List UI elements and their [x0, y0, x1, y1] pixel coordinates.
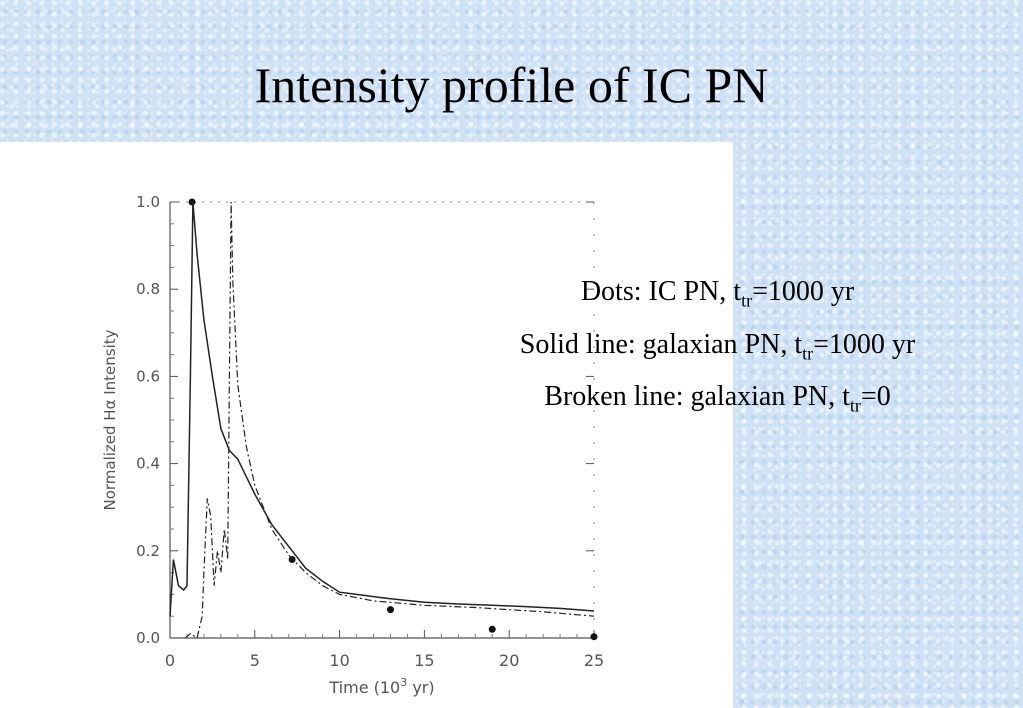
legend-dots: Dots: IC PN, ttr=1000 yr	[445, 270, 990, 323]
legend-solid-prefix: Solid line: galaxian PN, t	[519, 328, 803, 360]
y-tick-label: 0.8	[136, 280, 160, 298]
intensity-chart: 0 5 10 15 20 25 0.0 0.2 0.4 0.6 0.8 1.0 Time (103 yr…	[101, 193, 604, 697]
series-line-solid	[169, 201, 595, 617]
slide-title: Intensity profile of IC PN	[254, 57, 769, 113]
legend-dots-prefix: Dots: IC PN, t	[580, 276, 742, 307]
x-tick-label: 0	[165, 651, 175, 670]
y-tick-label: 0.6	[136, 367, 160, 385]
data-dot	[488, 625, 496, 633]
plot-panel	[0, 142, 733, 708]
legend-dots-suffix: =1000 yr	[752, 276, 855, 307]
x-tick-label: 15	[414, 651, 434, 670]
x-tick-label: 5	[250, 651, 260, 670]
x-tick-label: 25	[584, 651, 604, 670]
data-dot	[386, 606, 394, 614]
x-axis-label: Time (103 yr)	[328, 676, 434, 697]
y-axis-label: Normalized Hα Intensity	[101, 329, 119, 510]
y-tick-label: 0.2	[136, 542, 160, 560]
series-line-broken	[184, 201, 595, 639]
x-tick-label: 10	[329, 651, 349, 670]
legend: Dots: IC PN, ttr=1000 yr Solid line: gal…	[445, 270, 990, 428]
data-dot	[188, 198, 196, 206]
legend-broken: Broken line: galaxian PN, ttr=0	[445, 375, 990, 428]
data-dot	[590, 633, 598, 641]
legend-solid-suffix: =1000 yr	[813, 328, 916, 360]
legend-dots-sub: tr	[741, 290, 753, 311]
legend-broken-sub: tr	[849, 395, 861, 416]
legend-broken-prefix: Broken line: galaxian PN, t	[544, 381, 850, 413]
y-tick-label: 0.4	[136, 455, 160, 473]
legend-solid-sub: tr	[802, 343, 814, 364]
legend-broken-suffix: =0	[860, 381, 891, 413]
y-tick-label: 1.0	[136, 193, 160, 211]
x-tick-label: 20	[499, 651, 519, 670]
y-tick-label: 0.0	[136, 629, 160, 647]
legend-solid: Solid line: galaxian PN, ttr=1000 yr	[445, 323, 990, 376]
